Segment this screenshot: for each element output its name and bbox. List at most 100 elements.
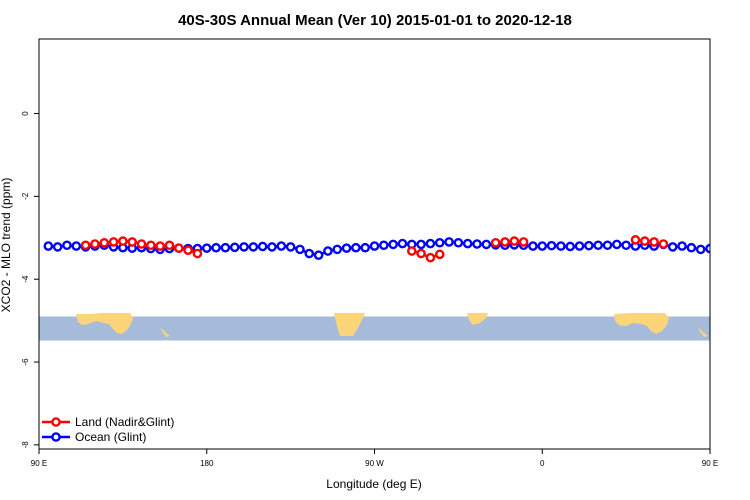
ocean-point [686, 242, 697, 253]
ocean-point [397, 238, 408, 249]
ocean-point [276, 241, 287, 251]
map-land-3 [334, 313, 365, 336]
x-axis-label: Longitude (deg E) [326, 477, 421, 491]
ocean-point [379, 240, 389, 251]
x-tick-label: 90 W [365, 459, 384, 468]
land-point [649, 237, 659, 247]
ocean-point [528, 241, 538, 251]
ocean-point [62, 240, 72, 251]
legend-ocean-label: Ocean (Glint) [75, 430, 146, 444]
series-points [43, 235, 710, 263]
land-point [658, 239, 669, 249]
ocean-point [267, 242, 277, 252]
legend-land-marker [51, 417, 61, 427]
ocean-point [313, 250, 324, 260]
ocean-point [295, 244, 305, 255]
legend-ocean-marker [51, 432, 61, 442]
ocean-point [574, 241, 585, 251]
ocean-point [257, 241, 268, 252]
ocean-point [351, 242, 361, 253]
ocean-point [472, 239, 482, 249]
x-tick-label: 90 E [31, 459, 47, 468]
ocean-point [388, 239, 398, 250]
land-point [509, 236, 520, 246]
ocean-point [481, 239, 492, 250]
land-point [425, 252, 436, 263]
land-point [146, 240, 156, 251]
map-land-1 [76, 313, 133, 334]
ocean-point [416, 239, 426, 250]
ocean-point [584, 240, 594, 251]
ocean-point [229, 242, 240, 253]
ocean-point [425, 238, 436, 249]
ocean-point [369, 241, 380, 251]
ocean-point [612, 239, 622, 250]
y-tick-label: -4 [21, 275, 30, 283]
ocean-point [52, 242, 63, 252]
ocean-point [695, 244, 706, 255]
legend-land-label: Land (Nadir&Glint) [75, 415, 174, 429]
ocean-point [602, 240, 613, 251]
y-axis-label: XCO2 - MLO trend (ppm) [0, 178, 13, 313]
x-tick-label: 180 [200, 459, 214, 468]
land-point [416, 248, 426, 259]
ocean-point [453, 237, 464, 248]
ocean-point [462, 238, 473, 249]
ocean-point [220, 242, 231, 253]
map-land-4 [467, 313, 488, 325]
land-point [630, 235, 641, 245]
land-series-line-2 [411, 249, 441, 260]
land-point [406, 246, 417, 256]
ocean-point [239, 242, 249, 252]
land-point [155, 241, 165, 251]
ocean-point [248, 242, 259, 252]
land-point [518, 237, 529, 247]
land-point [80, 240, 91, 251]
map-land-6 [698, 327, 708, 337]
land-point [108, 237, 119, 247]
ocean-point [323, 246, 333, 256]
map-land-2 [160, 327, 170, 337]
land-point [136, 239, 147, 249]
ocean-point [546, 240, 557, 251]
y-tick-label: -8 [21, 441, 30, 449]
x-axis: 90 E 180 90 W 0 90 E [31, 449, 718, 468]
y-tick-label: -2 [21, 192, 30, 200]
map-ocean-band [39, 316, 710, 341]
land-point [192, 248, 203, 259]
ocean-point [444, 237, 454, 247]
y-axis: 0 -2 -4 -6 -8 [21, 111, 39, 449]
land-point [127, 237, 137, 247]
land-point [118, 236, 128, 246]
land-point [183, 245, 193, 256]
land-point [164, 240, 175, 251]
ocean-point [434, 237, 445, 248]
x-tick-label: 0 [540, 459, 545, 468]
map-background [39, 313, 710, 341]
land-point [90, 239, 100, 249]
ocean-point [360, 242, 370, 253]
ocean-point [285, 242, 296, 252]
land-point [99, 237, 110, 248]
ocean-point [332, 244, 343, 255]
land-point [173, 243, 184, 253]
ocean-point [705, 243, 710, 254]
ocean-point [556, 241, 566, 251]
ocean-point [537, 241, 548, 251]
ocean-point [304, 248, 315, 259]
ocean-point [621, 240, 631, 251]
ocean-point [341, 243, 352, 253]
land-point [639, 236, 650, 246]
chart-title: 40S-30S Annual Mean (Ver 10) 2015-01-01 … [178, 12, 572, 29]
ocean-point [71, 241, 82, 251]
ocean-point [593, 240, 603, 251]
y-tick-label: 0 [21, 111, 30, 116]
ocean-point [201, 243, 212, 253]
map-land-5 [614, 313, 669, 334]
x-tick-label: 90 E [702, 459, 718, 468]
y-tick-label: -6 [21, 358, 30, 366]
ocean-point [667, 242, 678, 252]
ocean-point [43, 241, 54, 251]
ocean-point [677, 241, 687, 251]
